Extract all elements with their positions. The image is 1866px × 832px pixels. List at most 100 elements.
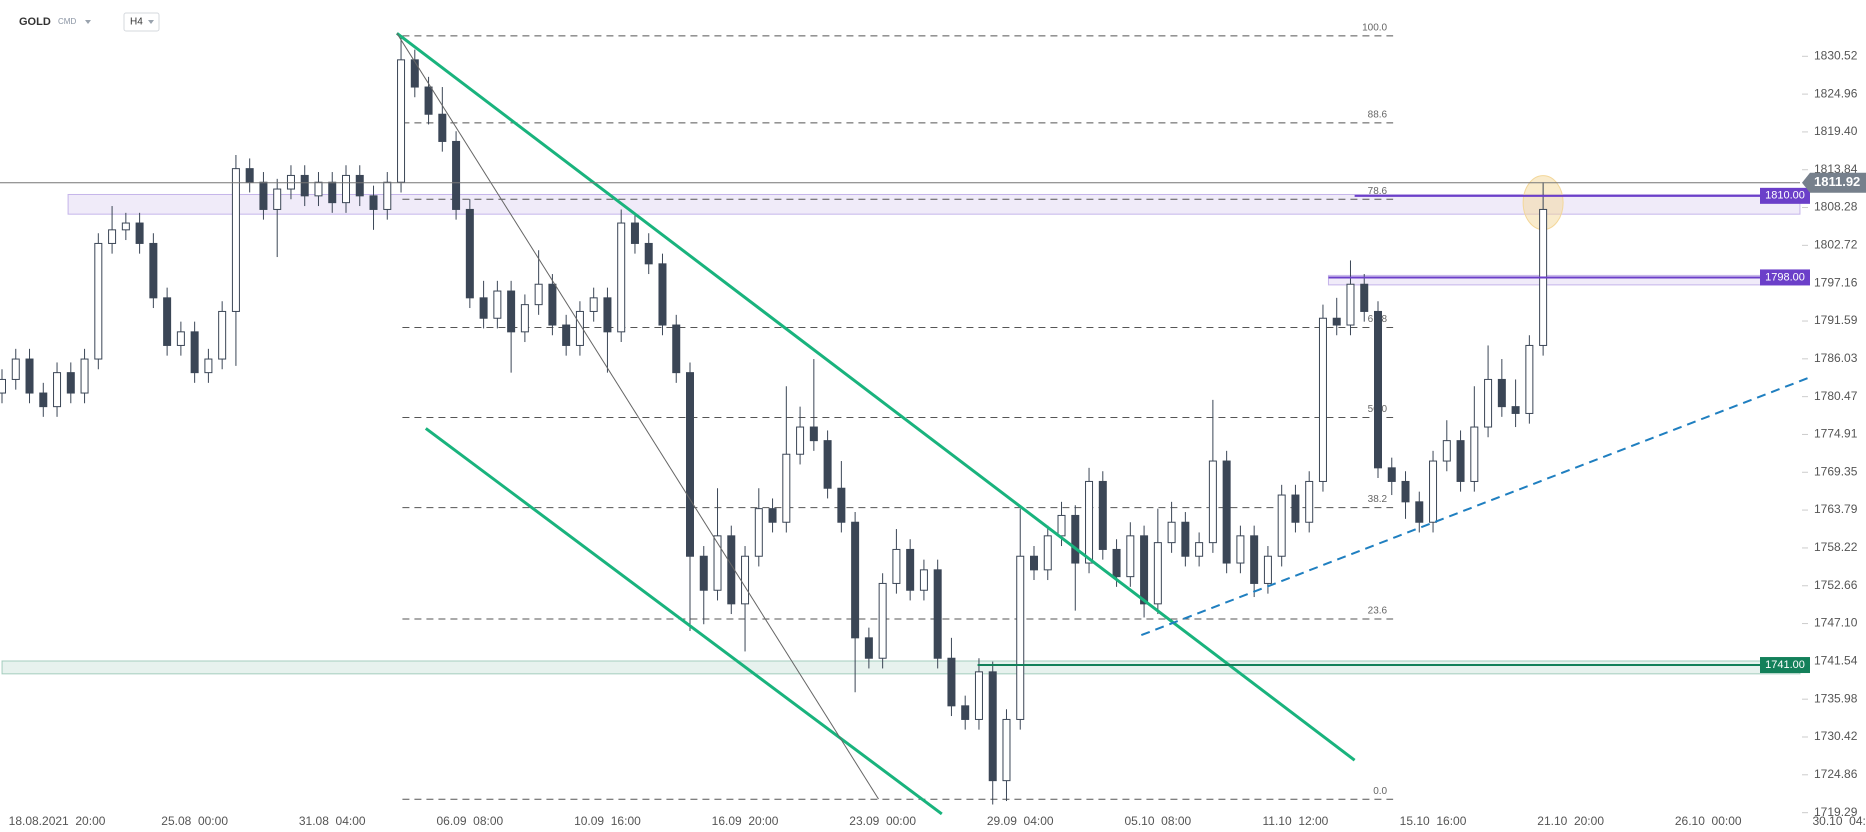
candle-body — [1415, 501, 1424, 523]
candle-body — [1401, 480, 1410, 503]
candle-body — [796, 426, 805, 455]
y-tick-label: 1719.29 — [1814, 805, 1858, 819]
candle-body — [851, 521, 860, 639]
candle-body — [933, 569, 942, 659]
candle-body — [149, 242, 158, 299]
candle-body — [1525, 344, 1534, 414]
candle-body — [1291, 494, 1300, 523]
trendline — [396, 32, 1356, 762]
candle-body — [1470, 426, 1479, 482]
y-tick-label: 1741.54 — [1814, 654, 1858, 668]
candle-body — [878, 582, 887, 659]
symbol: GOLD — [19, 16, 51, 28]
candle-body — [1016, 555, 1025, 720]
trendline — [1140, 375, 1812, 637]
candle-body — [383, 181, 392, 210]
level-label-box — [1760, 657, 1810, 674]
candle-body — [520, 304, 529, 333]
candle-body — [741, 555, 750, 605]
candle-body — [658, 263, 667, 326]
candle-body — [754, 508, 763, 557]
candle-body — [1277, 494, 1286, 557]
candle-body — [1250, 535, 1259, 584]
candle-body — [617, 222, 626, 333]
candle-body — [1429, 460, 1438, 523]
candle-body — [548, 283, 557, 326]
candle-body — [80, 358, 89, 394]
candle-body — [218, 310, 227, 360]
candle-body — [121, 222, 130, 231]
candle-body — [190, 331, 199, 374]
candle-body — [1126, 535, 1135, 578]
x-tick-label: 29.09 04:00 — [987, 814, 1054, 828]
x-tick-label: 18.08.2021 20:00 — [9, 814, 106, 828]
candle-body — [507, 290, 516, 333]
candle-body — [1112, 548, 1121, 578]
y-tick-label: 1819.40 — [1814, 124, 1858, 138]
candle-body — [1043, 535, 1052, 571]
candle-body — [314, 181, 323, 197]
candle-body — [465, 208, 474, 299]
candle-body — [1195, 542, 1204, 557]
market[interactable]: CMD — [58, 17, 76, 26]
candle-body — [176, 331, 185, 346]
candle-body — [864, 637, 873, 659]
level-label-box — [1760, 269, 1810, 286]
candle-body — [603, 297, 612, 333]
y-tick-label: 1824.96 — [1814, 86, 1858, 100]
x-tick-label: 10.09 16:00 — [574, 814, 641, 828]
last-price-label: 1811.92 — [1814, 174, 1860, 189]
candle-body — [974, 671, 983, 720]
candle-body — [25, 358, 34, 394]
x-tick-label: 21.10 20:00 — [1537, 814, 1604, 828]
candle-body — [204, 358, 213, 374]
x-tick-label: 05.10 08:00 — [1124, 814, 1191, 828]
interval-select[interactable] — [123, 12, 160, 32]
candle-body — [1167, 521, 1176, 544]
level-label: 1741.00 — [1765, 659, 1805, 671]
candle-body — [479, 297, 488, 319]
candle-body — [1332, 317, 1341, 326]
toolbar: GOLD CMD H4 — [19, 12, 160, 32]
x-tick-label: 06.09 08:00 — [436, 814, 503, 828]
candle-body — [300, 174, 309, 197]
candle-body — [1360, 283, 1369, 312]
candle-body — [135, 222, 144, 244]
candle-body — [1484, 378, 1493, 428]
x-tick-label: 23.09 00:00 — [849, 814, 916, 828]
y-tick-label: 1808.28 — [1814, 200, 1858, 214]
fib-label: 100.0 — [1362, 22, 1387, 33]
candle-body — [919, 569, 928, 591]
candle-body — [947, 657, 956, 707]
candle-body — [1511, 406, 1520, 414]
interval[interactable]: H4 — [130, 17, 143, 28]
y-tick-label: 1813.84 — [1814, 162, 1858, 176]
x-tick-label: 16.09 20:00 — [712, 814, 779, 828]
candle-body — [424, 86, 433, 115]
candle-body — [1456, 440, 1465, 482]
candle-body — [727, 535, 736, 605]
dropdown-arrow[interactable] — [85, 20, 91, 24]
dropdown-arrow[interactable] — [148, 20, 154, 24]
candle-body — [259, 181, 268, 210]
candle-body — [809, 426, 818, 442]
y-tick-label: 1763.79 — [1814, 502, 1858, 516]
candle-body — [1305, 480, 1314, 523]
candle-body — [837, 487, 846, 523]
candle-body — [1181, 521, 1190, 557]
candle-body — [108, 229, 117, 244]
candle-body — [245, 168, 254, 183]
fib-label: 78.6 — [1368, 186, 1388, 197]
candle-body — [1208, 460, 1217, 544]
candle-body — [892, 548, 901, 584]
candle-body — [823, 440, 832, 489]
candle-body — [768, 508, 777, 523]
candle-body — [328, 181, 337, 204]
candle-body — [713, 535, 722, 591]
candle-body — [1374, 310, 1382, 469]
candle-body — [686, 372, 694, 557]
candle-body — [355, 174, 364, 197]
y-tick-label: 1758.22 — [1814, 540, 1858, 554]
level-label: 1810.00 — [1765, 190, 1805, 202]
candle-body — [589, 297, 598, 312]
